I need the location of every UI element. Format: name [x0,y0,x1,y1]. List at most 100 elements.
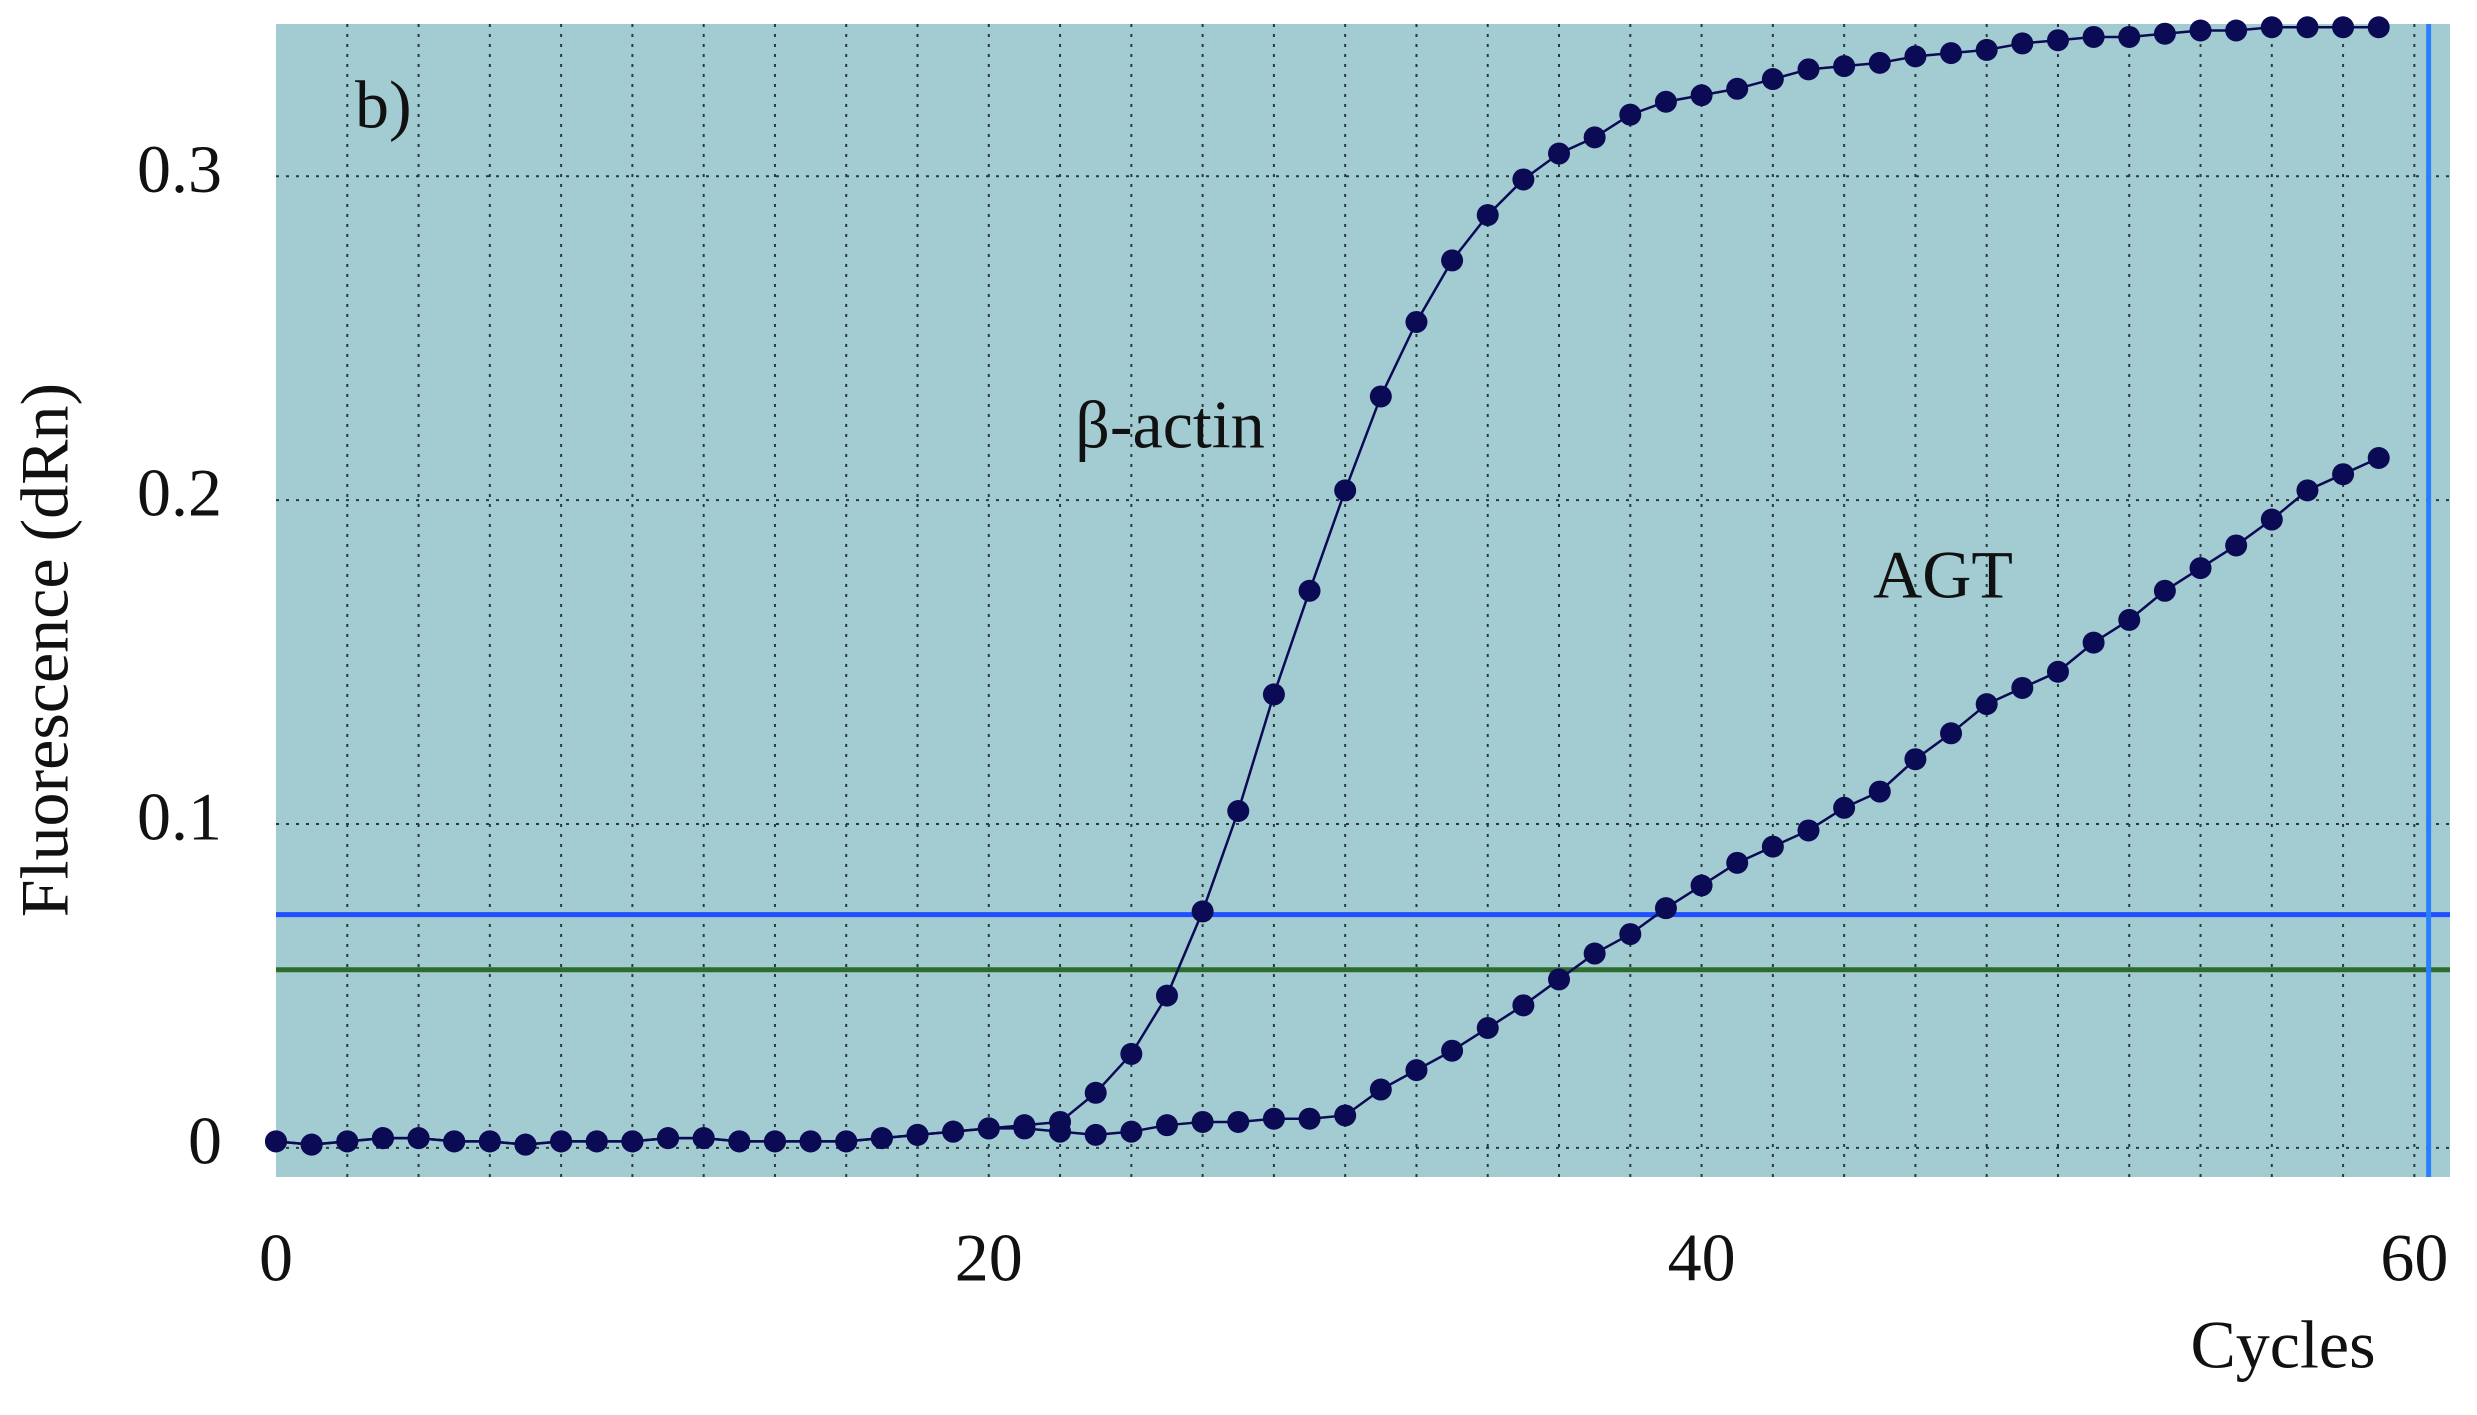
data-point [1405,310,1428,333]
data-point [1690,874,1713,897]
plot-area [276,24,2450,1177]
data-point [1654,90,1677,113]
data-point [1512,168,1535,191]
series-label: AGT [1873,537,2013,613]
data-point [1334,1104,1357,1127]
x-tick-label: 0 [259,1220,293,1296]
data-point [2118,608,2141,631]
data-point [1013,1117,1036,1140]
data-point [2260,508,2283,531]
data-point [1583,942,1606,965]
data-point [1120,1120,1143,1143]
data-point [1868,780,1891,803]
data-point [1369,385,1392,408]
y-tick-label: 0.1 [137,779,222,855]
data-point [300,1133,323,1156]
data-point [1619,103,1642,126]
data-point [1405,1059,1428,1082]
data-point [2189,19,2212,42]
data-point [1441,1039,1464,1062]
data-point [2153,579,2176,602]
data-point [835,1130,858,1153]
data-point [2082,631,2105,654]
data-point [336,1130,359,1153]
data-point [2153,22,2176,45]
data-point [1227,1110,1250,1133]
data-point [585,1130,608,1153]
data-point [2118,25,2141,48]
data-point [1120,1042,1143,1065]
data-point [1690,84,1713,107]
x-tick-label: 40 [1668,1220,1736,1296]
data-point [2260,16,2283,39]
y-tick-label: 0.3 [137,131,222,207]
x-tick-label: 60 [2380,1220,2448,1296]
data-point [2225,19,2248,42]
data-point [1654,897,1677,920]
data-point [1084,1081,1107,1104]
data-point [1548,968,1571,991]
data-point [1975,38,1998,61]
data-point [657,1127,680,1150]
data-point [2367,446,2390,469]
data-point [2296,16,2319,39]
data-point [443,1130,466,1153]
data-point [265,1130,287,1153]
data-point [1084,1123,1107,1146]
data-point [870,1127,893,1150]
data-point [906,1123,929,1146]
y-tick-label: 0 [188,1102,222,1178]
data-point [2367,16,2390,39]
data-point [2189,557,2212,580]
data-point [942,1120,965,1143]
data-point [2046,660,2069,683]
data-point [763,1130,786,1153]
data-point [2332,16,2355,39]
data-point [1476,204,1499,227]
data-point [1227,800,1250,823]
data-point [1476,1017,1499,1040]
data-point [478,1130,501,1153]
data-point [1512,994,1535,1017]
data-point [371,1127,394,1150]
data-point [514,1133,537,1156]
x-tick-label: 20 [955,1220,1023,1296]
data-point [2011,32,2034,55]
panel-label: b) [355,67,412,143]
data-point [2332,463,2355,486]
data-point [2296,479,2319,502]
data-point [1940,42,1963,65]
data-point [1726,851,1749,874]
data-point [1975,693,1998,716]
data-point [2082,25,2105,48]
data-point [1548,142,1571,165]
data-point [2011,676,2034,699]
data-point [692,1127,715,1150]
data-point [1797,58,1820,81]
series-label: β-actin [1075,387,1264,463]
data-point [1298,1107,1321,1130]
data-point [1726,77,1749,100]
data-point [1298,579,1321,602]
data-point [1191,900,1214,923]
data-point [1262,1107,1285,1130]
data-point [2225,534,2248,557]
data-point [1583,126,1606,149]
data-point [1904,748,1927,771]
x-axis-label: Cycles [2190,1307,2375,1383]
data-point [407,1127,430,1150]
data-point [1761,68,1784,91]
y-tick-label: 0.2 [137,455,222,531]
data-point [1833,796,1856,819]
data-point [977,1117,1000,1140]
data-point [1797,819,1820,842]
data-point [1262,683,1285,706]
data-point [1761,835,1784,858]
data-point [1904,45,1927,68]
data-point [1191,1110,1214,1133]
data-point [1833,55,1856,78]
data-point [1940,722,1963,745]
data-point [1049,1120,1072,1143]
data-point [728,1130,751,1153]
